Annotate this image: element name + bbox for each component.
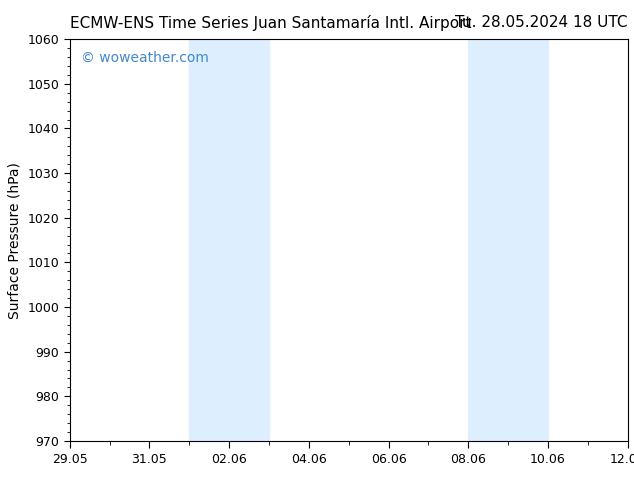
Text: Tu. 28.05.2024 18 UTC: Tu. 28.05.2024 18 UTC: [455, 15, 628, 30]
Text: © woweather.com: © woweather.com: [81, 51, 209, 65]
Bar: [190, 39, 269, 441]
Text: ECMW-ENS Time Series Juan Santamaría Intl. Airport: ECMW-ENS Time Series Juan Santamaría Int…: [70, 15, 471, 31]
Y-axis label: Surface Pressure (hPa): Surface Pressure (hPa): [8, 162, 22, 318]
Bar: [469, 39, 548, 441]
